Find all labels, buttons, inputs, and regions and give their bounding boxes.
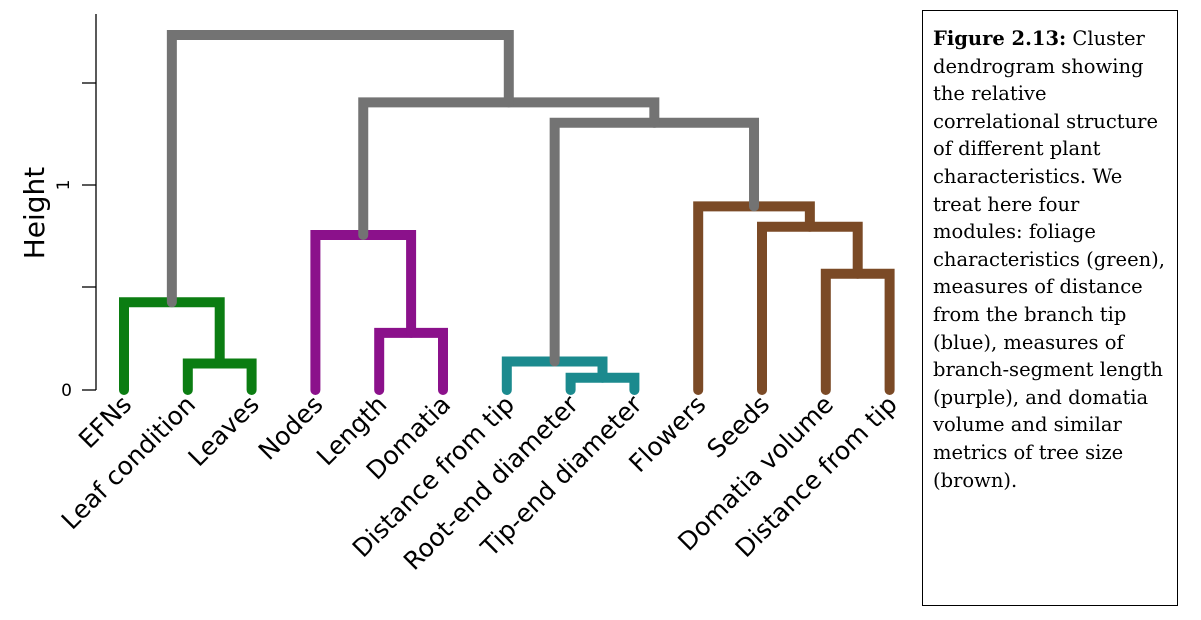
dendrogram-merge-9 xyxy=(693,201,815,395)
caption-label: Figure 2.13: xyxy=(933,27,1067,50)
dendrogram-merge-12 xyxy=(166,30,514,308)
dendrogram-merge-2 xyxy=(119,297,225,395)
leaf-label-leaves: Leaves xyxy=(183,390,265,472)
figure-caption: Figure 2.13: Cluster dendrogram showing … xyxy=(922,10,1178,606)
caption-text: Cluster dendrogram showing the relative … xyxy=(933,27,1165,492)
dendrogram-merge-7 xyxy=(820,268,895,395)
dendrogram-merge-3 xyxy=(374,327,448,395)
y-axis-title: Height xyxy=(18,167,51,260)
dendrogram-merge-4 xyxy=(310,229,417,395)
dendrogram-merge-8 xyxy=(757,221,863,395)
y-tick-label-0: 0 xyxy=(61,381,72,401)
y-tick-label-1: 1 xyxy=(54,180,74,191)
dendrogram-merge-10 xyxy=(549,117,760,367)
